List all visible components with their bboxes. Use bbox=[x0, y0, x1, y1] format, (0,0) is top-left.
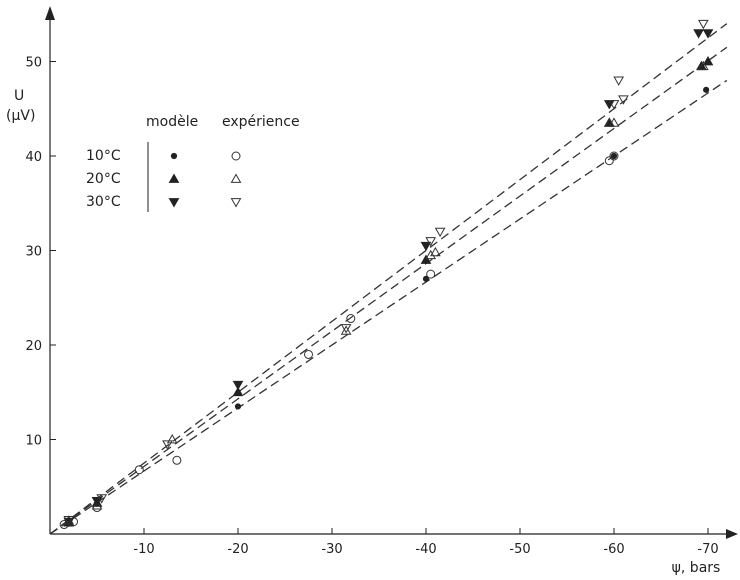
x-tick-label-5: -60 bbox=[603, 542, 624, 557]
model-point-s0-4 bbox=[610, 152, 618, 160]
model-point-s2-5 bbox=[693, 29, 704, 39]
model-point-s2-4 bbox=[603, 100, 615, 110]
experiment-point-s2-5 bbox=[434, 227, 446, 238]
y-tick-label-2: 30 bbox=[25, 245, 42, 260]
legend-header-model: modèle bbox=[146, 114, 198, 130]
data-points bbox=[59, 19, 714, 530]
experiment-point-s1-7 bbox=[608, 117, 620, 127]
model-point-s2-3 bbox=[420, 241, 432, 252]
x-tick-label-1: -20 bbox=[227, 542, 248, 557]
x-axis-label: ψ, bars bbox=[672, 560, 721, 576]
x-ticks: -10 -20 -30 -40 -50 -60 -70 bbox=[133, 528, 719, 557]
experiment-point-s0-9 bbox=[609, 151, 619, 161]
experiment-point-s2-8 bbox=[618, 95, 629, 105]
model-point-s0-3 bbox=[422, 275, 430, 282]
axes bbox=[45, 6, 738, 539]
y-tick-label-0: 10 bbox=[25, 434, 42, 449]
model-point-s1-6 bbox=[702, 55, 714, 66]
experiment-point-s2-6 bbox=[608, 100, 620, 110]
legend-header-experiment: expérience bbox=[222, 114, 300, 130]
experiment-point-s2-9 bbox=[697, 19, 709, 30]
model-point-s1-4 bbox=[603, 117, 615, 127]
experiment-point-s2-0 bbox=[63, 515, 75, 526]
legend-model-mark-0 bbox=[170, 152, 178, 160]
experiment-point-s2-7 bbox=[613, 76, 625, 86]
experiment-point-s0-8 bbox=[604, 156, 614, 166]
legend-experiment-mark-1 bbox=[230, 173, 242, 183]
experiment-point-s2-2 bbox=[162, 440, 173, 450]
y-axis-label-line1: U bbox=[14, 88, 24, 104]
fit-line-0 bbox=[49, 79, 728, 535]
model-point-s2-6 bbox=[702, 29, 714, 39]
legend-model-mark-1 bbox=[168, 173, 180, 183]
legend-marks bbox=[168, 151, 242, 208]
legend-model-mark-2 bbox=[168, 198, 180, 208]
experiment-point-s2-4 bbox=[425, 237, 437, 247]
y-tick-label-1: 20 bbox=[25, 339, 42, 354]
legend: modèle expérience 10°C 20°C 30°C bbox=[86, 114, 300, 212]
fit-line-1 bbox=[49, 46, 728, 535]
legend-experiment-mark-0 bbox=[231, 151, 241, 161]
model-point-s1-3 bbox=[420, 254, 432, 264]
experiment-point-s0-7 bbox=[426, 269, 436, 279]
experiment-point-s1-1 bbox=[91, 500, 103, 510]
legend-experiment-mark-2 bbox=[230, 198, 242, 208]
model-point-s1-2 bbox=[232, 386, 244, 397]
x-tick-label-2: -30 bbox=[321, 542, 342, 557]
model-point-s2-1 bbox=[91, 497, 103, 507]
x-tick-label-4: -50 bbox=[509, 542, 530, 557]
experiment-point-s0-5 bbox=[304, 349, 313, 359]
model-point-s0-5 bbox=[703, 86, 710, 93]
experiment-point-s1-5 bbox=[430, 246, 441, 257]
x-tick-label-6: -70 bbox=[697, 542, 718, 557]
x-tick-label-3: -40 bbox=[415, 542, 436, 557]
experiment-point-s2-3 bbox=[340, 324, 352, 334]
x-tick-label-0: -10 bbox=[133, 542, 154, 557]
legend-row-10c: 10°C bbox=[86, 148, 121, 164]
experiment-point-s2-1 bbox=[96, 494, 108, 504]
experiment-point-s1-2 bbox=[166, 433, 178, 444]
experiment-point-s1-4 bbox=[425, 249, 437, 260]
y-tick-label-3: 40 bbox=[25, 150, 42, 165]
experiment-point-s0-3 bbox=[134, 465, 144, 475]
y-axis-arrowhead bbox=[45, 6, 55, 20]
model-point-s0-2 bbox=[234, 403, 242, 410]
legend-row-20c: 20°C bbox=[86, 171, 121, 187]
y-tick-label-4: 50 bbox=[25, 56, 42, 71]
experiment-point-s1-8 bbox=[697, 60, 709, 71]
legend-row-30c: 30°C bbox=[86, 194, 121, 210]
y-ticks: 10 20 30 40 50 bbox=[25, 56, 56, 449]
x-axis-arrowhead bbox=[726, 529, 738, 539]
experiment-point-s0-4 bbox=[172, 455, 182, 465]
experiment-point-s1-3 bbox=[340, 325, 352, 335]
y-axis-label-line2: (µV) bbox=[6, 108, 35, 124]
model-point-s2-2 bbox=[232, 380, 244, 391]
experiment-point-s0-6 bbox=[346, 314, 356, 324]
